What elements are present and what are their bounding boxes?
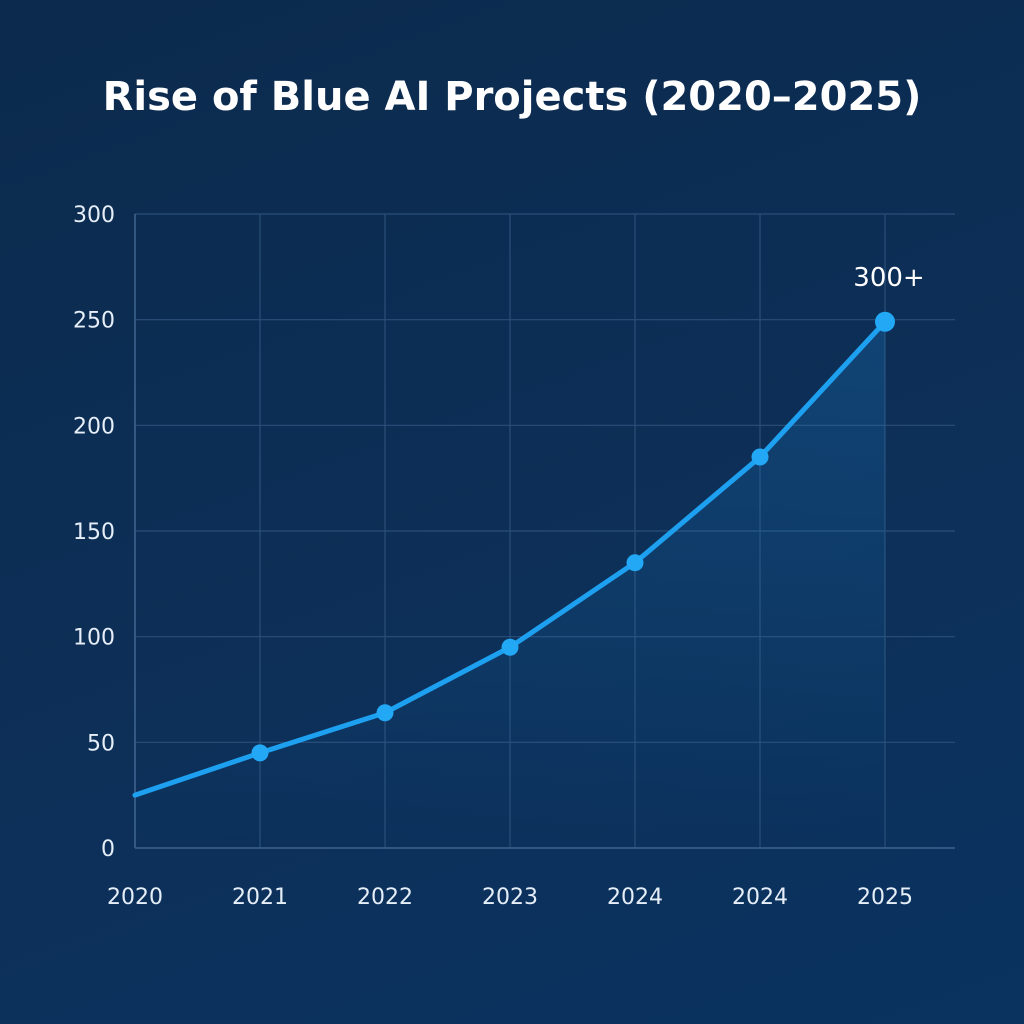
y-tick-label: 0 (101, 837, 115, 862)
data-point (376, 704, 394, 722)
data-point (251, 744, 269, 762)
x-tick-label: 2025 (857, 885, 913, 910)
y-tick-label: 50 (87, 731, 115, 756)
data-point (875, 311, 895, 332)
data-point (501, 638, 519, 656)
point-layer (251, 311, 895, 762)
y-tick-label: 200 (73, 414, 115, 439)
x-tick-label: 2023 (482, 885, 538, 910)
x-tick-label: 2024 (732, 885, 788, 910)
x-tick-label: 2020 (107, 885, 163, 910)
y-tick-label: 250 (73, 309, 115, 334)
y-tick-label: 300 (73, 203, 115, 228)
y-tick-label: 150 (73, 520, 115, 545)
x-tick-label: 2022 (357, 885, 413, 910)
label-layer: 0 50 100 150 200 250 300 2020 2021 2022 2023 2024 20… (73, 203, 925, 910)
area-layer (135, 321, 885, 848)
x-tick-label: 2024 (607, 885, 663, 910)
chart-title: Rise of Blue AI Projects (2020–2025) (102, 74, 922, 120)
data-point (626, 554, 644, 572)
data-label-annotation: 300+ (853, 263, 924, 293)
series-area-fill (135, 321, 885, 848)
data-point (751, 448, 769, 466)
x-tick-label: 2021 (232, 885, 288, 910)
y-tick-label: 100 (73, 626, 115, 651)
